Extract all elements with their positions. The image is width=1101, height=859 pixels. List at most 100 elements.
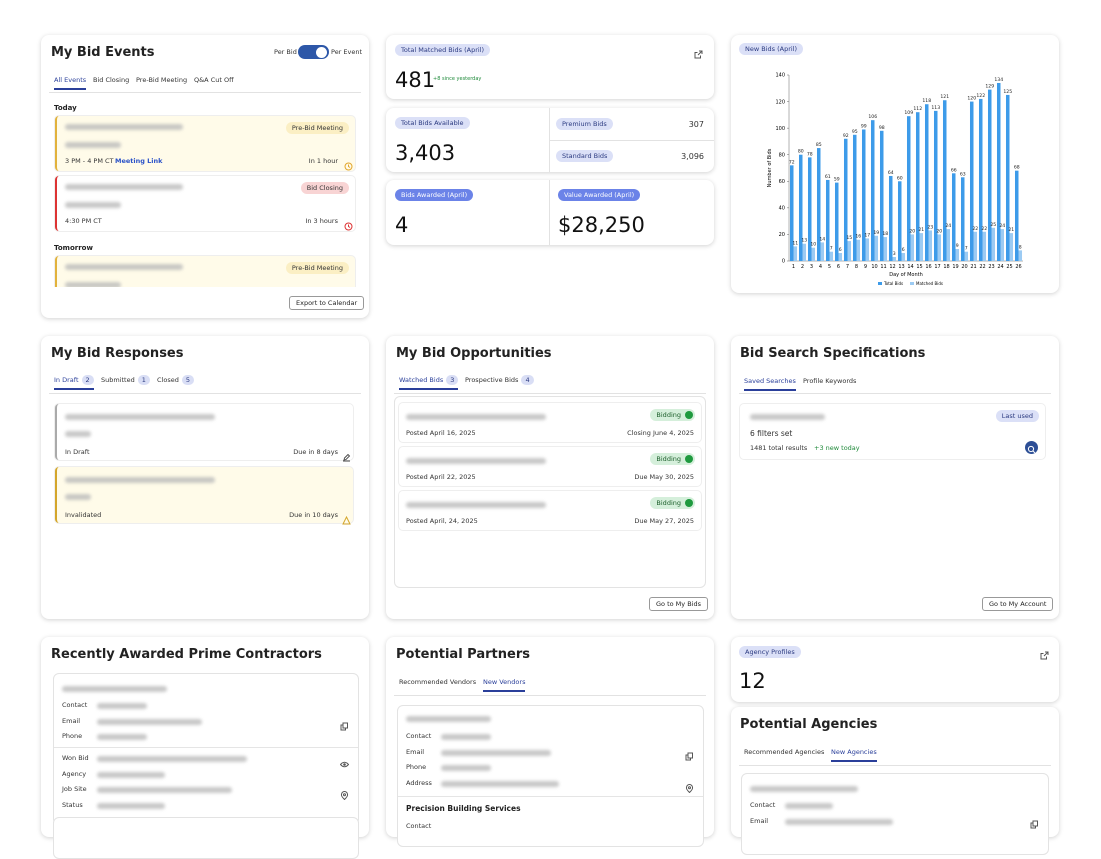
response-item[interactable]: Invalidated Due in 10 days: [55, 467, 353, 525]
y-tick-label: 40: [779, 206, 785, 212]
data-label: 112: [913, 106, 922, 112]
divider: [549, 180, 550, 245]
data-label: 23: [927, 224, 933, 230]
tab[interactable]: Watched Bids 3: [399, 375, 459, 390]
field-label: Phone: [406, 763, 427, 771]
response-due: Due in 10 days: [289, 511, 338, 519]
tab[interactable]: Q&A Cut Off: [194, 76, 234, 84]
opportunity-item[interactable]: Bidding Posted April 22, 2025 Due May 30, …: [399, 447, 701, 486]
blurred-text: [441, 749, 551, 756]
due-date: Due May 30, 2025: [634, 473, 694, 481]
icon-glyph: [344, 222, 353, 231]
data-label: 21: [918, 227, 924, 233]
x-tick-label: 11: [880, 264, 886, 270]
tab[interactable]: Prospective Bids 4: [465, 375, 534, 385]
field-label: Contact: [406, 822, 432, 830]
event-tag: Bid Closing: [300, 182, 349, 194]
tab[interactable]: Submitted 1: [101, 375, 150, 385]
saved-search[interactable]: Last used 6 filters set 1481 total results…: [740, 404, 1045, 459]
card: My Bid Responses In Draft 2 Submitted 1 Close…: [41, 336, 369, 619]
blurred-text: [406, 458, 546, 464]
x-tick-label: 5: [828, 264, 831, 270]
kpi-value: 4: [395, 213, 409, 237]
bar: [915, 112, 920, 261]
tab[interactable]: All Events: [54, 76, 87, 90]
tab-count: 5: [181, 375, 194, 385]
bar: [829, 251, 834, 261]
bar: [883, 237, 888, 261]
bar: [910, 234, 915, 261]
tab[interactable]: Saved Searches: [744, 377, 796, 391]
copy-icon: [1030, 814, 1039, 829]
data-label: 118: [922, 98, 931, 104]
tab-label: Closed: [157, 376, 179, 384]
contractor-box: Contact Email Phone Won Bid Agency Job Site St…: [53, 673, 359, 825]
tab[interactable]: Closed 5: [157, 375, 194, 385]
data-label: 16: [855, 234, 861, 240]
bar: [892, 257, 897, 261]
event-item[interactable]: Bid Closing 4:30 PM CT In 3 hours: [55, 176, 355, 231]
blurred-text: [97, 802, 165, 809]
tab[interactable]: New Agencies: [831, 748, 877, 762]
legend-swatch: [878, 282, 882, 285]
x-tick-label: 3: [810, 264, 813, 270]
response-item[interactable]: In Draft Due in 8 days: [55, 404, 353, 462]
card: My Bid Events Per Bid Per Event All Events B…: [41, 35, 369, 318]
chart-title: New Bids (April): [739, 43, 804, 55]
go-button[interactable]: Go to My Bids: [649, 597, 708, 611]
field-label: Contact: [62, 701, 88, 709]
x-tick-label: 24: [997, 264, 1003, 270]
kpi-value: 307: [688, 120, 704, 129]
bar: [942, 100, 947, 261]
divider: [549, 108, 550, 172]
posted-date: Posted April 22, 2025: [406, 473, 476, 481]
opportunity-item[interactable]: Bidding Posted April 16, 2025 Closing June…: [399, 403, 701, 442]
kpi-label: Bids Awarded (April): [395, 189, 474, 201]
toggle-switch[interactable]: [298, 45, 329, 59]
legend-label: Total Bids: [883, 281, 903, 286]
blurred-text: [441, 734, 491, 740]
data-label: 129: [985, 84, 994, 90]
kpi-value: $28,250: [558, 213, 645, 237]
bar: [1018, 250, 1023, 261]
tab[interactable]: Bid Closing: [93, 76, 129, 84]
tab[interactable]: Profile Keywords: [803, 377, 856, 385]
bar: [996, 82, 1001, 261]
account-button[interactable]: Go to My Account: [982, 597, 1054, 611]
tab[interactable]: New Vendors: [483, 678, 526, 692]
tab[interactable]: Pre-Bid Meeting: [136, 76, 187, 84]
bar: [838, 253, 843, 261]
data-label: 80: [798, 149, 804, 155]
bar: [897, 181, 902, 261]
data-label: 3: [893, 251, 896, 257]
tab[interactable]: Recommended Vendors: [399, 678, 476, 686]
bar: [933, 110, 938, 261]
meeting-link[interactable]: Meeting Link: [115, 157, 163, 165]
field-label: Address: [406, 778, 432, 787]
response-status: In Draft: [65, 448, 90, 456]
x-tick-label: 6: [837, 264, 840, 270]
card-title: Potential Partners: [396, 647, 530, 662]
data-label: 14: [819, 236, 825, 242]
data-label: 20: [936, 228, 942, 234]
event-due: In 1 hour: [308, 157, 338, 165]
bar: [874, 235, 879, 261]
tab[interactable]: In Draft 2: [54, 375, 94, 390]
tab[interactable]: Recommended Agencies: [744, 748, 824, 756]
due-date: Closing June 4, 2025: [627, 429, 694, 437]
search-button[interactable]: [1025, 441, 1038, 454]
kpi-delta: +8 since yesterday: [433, 76, 482, 82]
event-item[interactable]: Pre-Bid Meeting 3 PM - 4 PM CT Meeting Lin…: [55, 116, 355, 171]
ext-icon: [694, 44, 703, 59]
status-dot: [685, 454, 693, 463]
export-button[interactable]: Export to Calendar: [289, 296, 365, 310]
event-item[interactable]: Pre-Bid Meeting: [55, 256, 355, 287]
alert-icon: [342, 510, 351, 525]
tab-label: Watched Bids: [399, 376, 444, 384]
opportunity-item[interactable]: Bidding Posted April, 24, 2025 Due May 27,…: [399, 491, 701, 530]
blurred-text: [750, 786, 858, 792]
response-list: In Draft Due in 8 days Invalidated Due in 1…: [49, 400, 359, 610]
data-label: 66: [951, 167, 957, 173]
card-title: My Bid Events: [51, 45, 155, 60]
agency-box: Contact Email: [741, 773, 1049, 855]
